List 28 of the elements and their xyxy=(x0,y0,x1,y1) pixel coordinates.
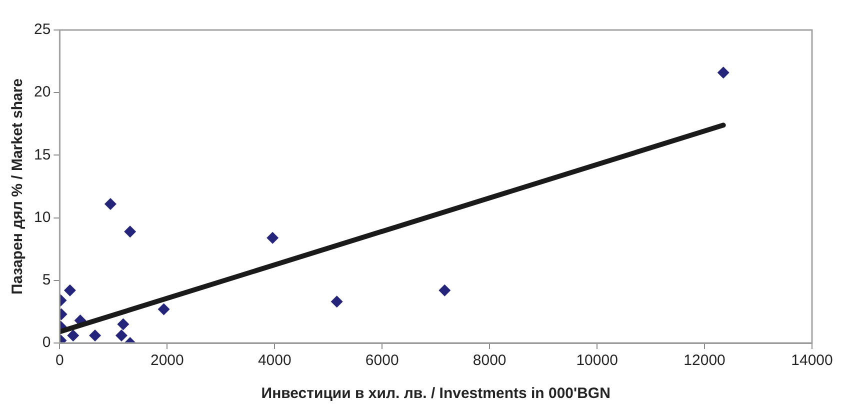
point xyxy=(64,284,76,296)
point xyxy=(124,226,136,238)
point xyxy=(115,329,128,342)
point xyxy=(330,296,343,308)
x-tick-label: 14000 xyxy=(791,352,833,370)
y-tick-label: 10 xyxy=(34,208,51,226)
y-tick-label: 20 xyxy=(34,84,51,101)
point xyxy=(717,66,730,79)
x-tick-label: 12000 xyxy=(684,352,726,370)
point xyxy=(438,284,451,296)
point xyxy=(266,232,279,244)
x-tick-label: 10000 xyxy=(576,352,618,370)
y-tick-label: 5 xyxy=(42,272,51,289)
y-tick-label: 15 xyxy=(34,146,51,164)
x-tick-label: 8000 xyxy=(472,352,506,370)
y-tick-label: 0 xyxy=(42,334,51,352)
point xyxy=(104,198,116,210)
point xyxy=(89,329,102,342)
x-tick-label: 2000 xyxy=(150,352,184,370)
point xyxy=(158,303,170,316)
y-axis-title: Пазарен дял % / Market share xyxy=(9,78,26,294)
x-tick-label: 0 xyxy=(56,352,64,370)
x-tick-label: 4000 xyxy=(258,352,292,370)
point xyxy=(117,318,130,330)
point xyxy=(67,329,80,342)
x-tick-label: 6000 xyxy=(365,352,399,370)
x-axis-title: Инвестиции в хил. лв. / Investments in 000'BGN xyxy=(261,385,610,402)
y-tick-label: 25 xyxy=(34,21,51,38)
